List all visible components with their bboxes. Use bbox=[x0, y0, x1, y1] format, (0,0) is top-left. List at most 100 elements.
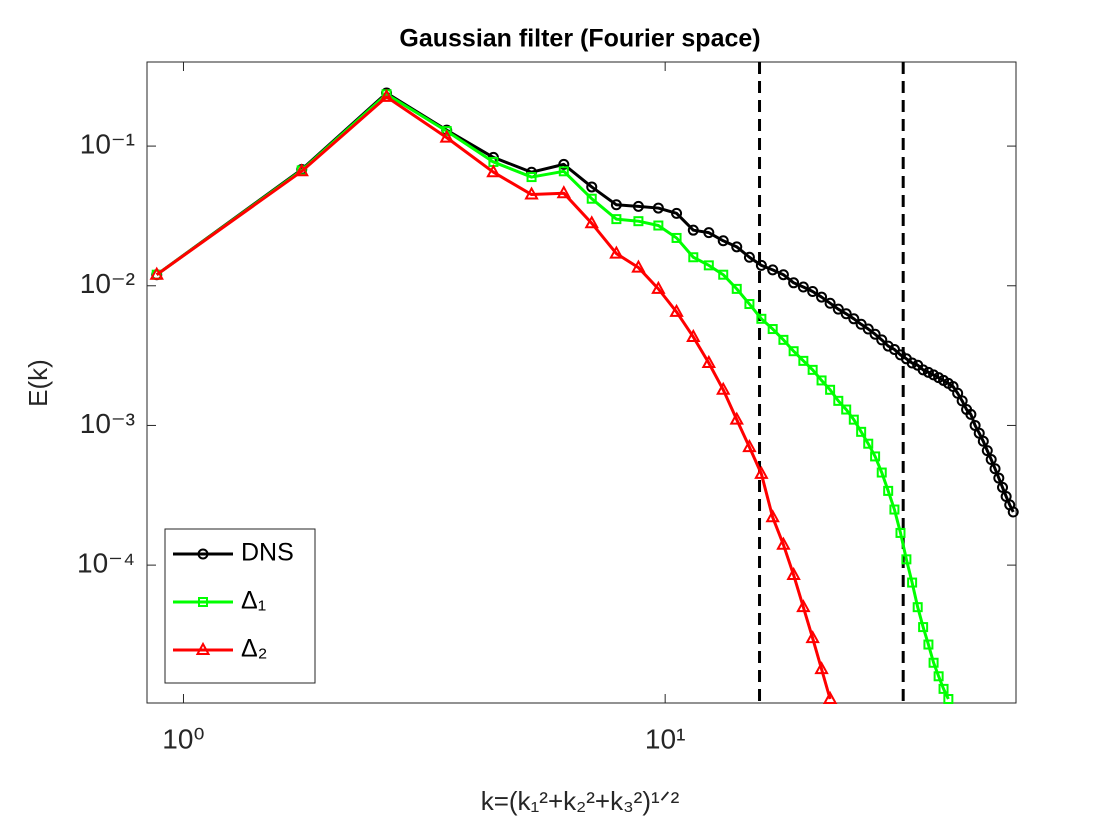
marker bbox=[652, 202, 664, 214]
marker bbox=[687, 224, 699, 236]
marker bbox=[671, 232, 682, 243]
marker bbox=[917, 364, 929, 376]
marker bbox=[631, 259, 646, 273]
marker bbox=[863, 438, 874, 449]
y-tick-label: 10⁻¹ bbox=[80, 128, 135, 159]
marker bbox=[149, 266, 164, 280]
marker bbox=[742, 439, 757, 453]
marker bbox=[938, 683, 949, 694]
marker bbox=[833, 395, 844, 406]
marker bbox=[731, 241, 743, 253]
marker bbox=[796, 599, 811, 613]
marker bbox=[965, 408, 977, 420]
marker bbox=[825, 384, 836, 395]
marker bbox=[989, 463, 1001, 475]
marker bbox=[816, 375, 827, 386]
y-tick-label: 10⁻⁴ bbox=[77, 548, 135, 579]
marker bbox=[731, 283, 742, 294]
legend-label: DNS bbox=[241, 539, 294, 567]
marker bbox=[786, 566, 801, 580]
marker bbox=[688, 252, 699, 263]
marker bbox=[1007, 506, 1019, 518]
marker bbox=[610, 199, 622, 211]
marker bbox=[717, 235, 729, 247]
marker bbox=[912, 602, 923, 613]
marker bbox=[767, 264, 779, 276]
marker bbox=[778, 334, 789, 345]
x-axis-label: k=(k₁²+k₂²+k₃²)¹ᐟ² bbox=[481, 786, 680, 816]
marker bbox=[729, 411, 744, 425]
marker bbox=[883, 485, 894, 496]
marker bbox=[701, 354, 716, 368]
marker bbox=[611, 214, 622, 225]
marker bbox=[586, 193, 597, 204]
marker bbox=[197, 548, 209, 560]
marker bbox=[788, 277, 800, 289]
marker bbox=[651, 280, 666, 294]
marker bbox=[907, 577, 918, 588]
marker bbox=[486, 164, 501, 178]
marker bbox=[441, 126, 452, 137]
marker bbox=[798, 355, 809, 366]
marker bbox=[788, 346, 799, 357]
marker bbox=[198, 597, 208, 607]
marker bbox=[755, 259, 767, 271]
marker bbox=[556, 185, 571, 199]
marker bbox=[776, 536, 791, 550]
marker bbox=[814, 661, 829, 675]
legend-label: Δ₁ bbox=[241, 587, 266, 615]
marker bbox=[633, 216, 644, 227]
marker bbox=[841, 404, 852, 415]
marker bbox=[743, 251, 755, 263]
marker bbox=[993, 472, 1005, 484]
marker bbox=[876, 334, 888, 346]
marker bbox=[981, 445, 993, 457]
series-line bbox=[155, 95, 832, 700]
marker bbox=[824, 297, 836, 309]
marker bbox=[718, 269, 729, 280]
marker bbox=[754, 465, 769, 479]
x-tick-label: 10¹ bbox=[645, 723, 685, 754]
marker bbox=[906, 357, 918, 369]
marker bbox=[933, 671, 944, 682]
marker bbox=[703, 260, 714, 271]
chart-title: Gaussian filter (Fourier space) bbox=[399, 25, 760, 53]
marker bbox=[195, 641, 211, 655]
marker bbox=[985, 454, 997, 466]
marker bbox=[558, 158, 570, 170]
marker bbox=[586, 181, 598, 193]
marker bbox=[716, 381, 731, 395]
marker bbox=[584, 215, 599, 229]
marker bbox=[856, 426, 867, 437]
marker bbox=[997, 481, 1009, 493]
marker bbox=[848, 313, 860, 325]
marker bbox=[744, 299, 755, 310]
marker bbox=[526, 172, 537, 183]
y-tick-label: 10⁻² bbox=[80, 268, 135, 299]
marker bbox=[848, 414, 859, 425]
marker bbox=[870, 451, 881, 462]
marker bbox=[928, 657, 939, 668]
marker bbox=[805, 630, 820, 644]
marker bbox=[816, 291, 828, 303]
marker bbox=[439, 129, 454, 143]
marker bbox=[956, 395, 968, 407]
marker bbox=[767, 324, 778, 335]
marker bbox=[777, 269, 789, 281]
marker bbox=[686, 328, 701, 342]
x-tick-label: 10⁰ bbox=[162, 723, 204, 754]
marker bbox=[895, 527, 906, 538]
marker bbox=[876, 467, 887, 478]
marker bbox=[379, 88, 394, 102]
marker bbox=[923, 639, 934, 650]
marker bbox=[669, 303, 684, 317]
marker bbox=[901, 554, 912, 565]
marker bbox=[703, 227, 715, 239]
marker bbox=[943, 694, 954, 705]
marker bbox=[807, 364, 818, 375]
marker bbox=[832, 303, 844, 315]
marker bbox=[671, 207, 683, 219]
marker bbox=[807, 285, 819, 297]
marker bbox=[524, 186, 539, 200]
